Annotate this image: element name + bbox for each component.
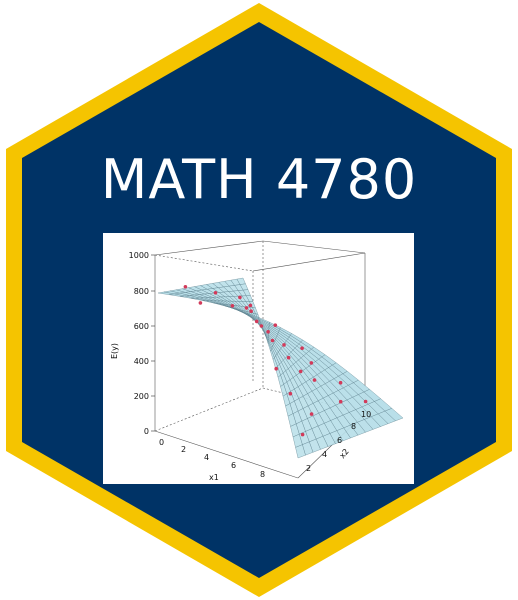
x2-tick-label: 8 — [351, 422, 356, 431]
response-surface — [157, 277, 404, 459]
data-point — [238, 295, 242, 300]
z-tick-label: 200 — [134, 392, 149, 401]
x1-axis: 0 2 4 6 8 x1 — [159, 438, 265, 482]
data-point — [300, 432, 305, 437]
data-point — [338, 380, 343, 385]
data-point — [266, 330, 270, 334]
x1-axis-label: x1 — [209, 473, 219, 482]
data-point — [282, 343, 286, 347]
surface-facet — [295, 444, 306, 459]
x1-tick-label: 2 — [181, 445, 186, 454]
x2-tick-label: 6 — [337, 436, 342, 445]
x2-tick-label: 10 — [361, 410, 371, 419]
data-points — [183, 285, 368, 437]
data-point — [286, 355, 291, 360]
badge-title: MATH 4780 — [100, 148, 418, 211]
data-point — [309, 412, 314, 416]
data-point — [198, 301, 203, 305]
x2-tick-label: 4 — [322, 450, 327, 459]
data-point — [309, 361, 314, 365]
data-point — [274, 366, 278, 371]
z-tick-label: 1000 — [129, 251, 149, 260]
x2-tick-label: 2 — [306, 464, 311, 473]
data-point — [273, 323, 278, 327]
z-axis: 1000 800 600 400 200 0 E(y) — [110, 251, 155, 436]
z-tick-label: 600 — [134, 322, 149, 331]
surface-plot-image: 1000 800 600 400 200 0 E(y) 0 2 4 6 8 x1… — [103, 233, 414, 484]
data-point — [244, 306, 249, 310]
data-point — [213, 291, 218, 295]
data-point — [259, 324, 264, 328]
data-point — [270, 338, 275, 343]
z-axis-label: E(y) — [110, 343, 119, 359]
x1-tick-label: 4 — [204, 453, 209, 462]
data-point — [338, 399, 343, 404]
data-point — [363, 399, 368, 404]
data-point — [248, 303, 253, 308]
z-tick-label: 0 — [144, 427, 149, 436]
data-point — [230, 304, 235, 308]
data-point — [312, 378, 317, 382]
data-point — [183, 285, 188, 289]
data-point — [298, 369, 303, 374]
data-point — [254, 319, 259, 324]
data-point — [300, 346, 304, 350]
z-tick-label: 400 — [134, 357, 149, 366]
data-point — [288, 391, 293, 396]
x2-axis-label: x2 — [338, 447, 351, 460]
z-tick-label: 800 — [134, 287, 149, 296]
x1-tick-label: 8 — [260, 470, 265, 479]
x1-tick-label: 6 — [231, 461, 236, 470]
data-point — [249, 309, 253, 313]
x1-tick-label: 0 — [159, 438, 164, 447]
